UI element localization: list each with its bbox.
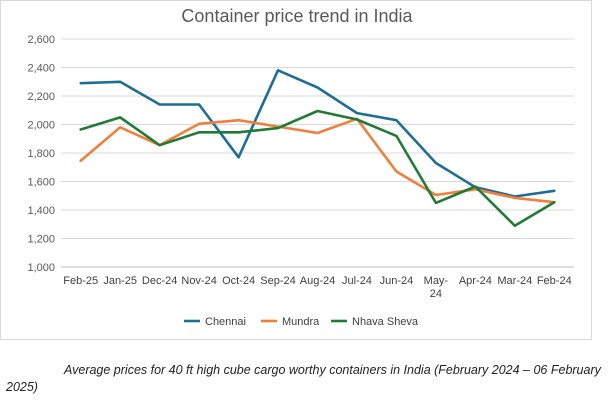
data-point	[356, 112, 358, 114]
y-tick-label: 2,600	[27, 34, 55, 46]
data-point	[474, 185, 476, 187]
data-point	[317, 110, 318, 112]
data-point	[474, 188, 476, 190]
data-point	[119, 116, 121, 118]
data-point	[238, 156, 240, 158]
data-point	[119, 81, 121, 83]
y-tick-label: 1,400	[27, 205, 55, 217]
data-point	[198, 104, 200, 106]
x-tick-label: May-	[424, 275, 449, 287]
data-point	[238, 131, 240, 133]
x-tick-label: Sep-24	[260, 275, 295, 287]
data-point	[435, 162, 437, 164]
x-tick-label: Jun-24	[380, 275, 414, 287]
chart-title: Container price trend in India	[181, 6, 413, 26]
data-point	[198, 131, 200, 133]
data-point	[80, 82, 82, 84]
data-point	[159, 144, 161, 146]
x-tick-label: Jan-25	[103, 275, 137, 287]
line-chart: Container price trend in India 1,000 1,20…	[27, 6, 574, 328]
x-tick-label: Feb-25	[63, 275, 98, 287]
x-tick-label: Dec-24	[142, 275, 177, 287]
legend-label: Chennai	[205, 316, 246, 328]
x-tick-label: Aug-24	[300, 275, 335, 287]
data-point	[553, 201, 555, 203]
y-tick-label: 2,000	[27, 120, 55, 132]
data-point	[514, 225, 516, 227]
data-point	[435, 194, 437, 196]
y-tick-label: 1,200	[27, 234, 55, 246]
series-line-nhava-sheva	[79, 109, 556, 227]
data-point	[277, 127, 279, 129]
legend: Chennai Mundra Nhava Sheva	[184, 316, 419, 328]
data-point	[238, 119, 240, 121]
y-tick-label: 1,800	[27, 148, 55, 160]
data-point	[435, 202, 437, 204]
y-tick-label: 2,400	[27, 63, 55, 75]
x-tick-label: Nov-24	[181, 275, 216, 287]
legend-label: Mundra	[282, 316, 320, 328]
data-point	[119, 126, 121, 128]
data-point	[277, 69, 279, 71]
data-point	[159, 104, 161, 106]
y-tick-label: 1,600	[27, 177, 55, 189]
chart-frame: Container price trend in India 1,000 1,20…	[0, 0, 592, 340]
data-point	[80, 128, 82, 130]
y-tick-label: 1,000	[27, 262, 55, 274]
data-point	[553, 190, 555, 192]
gridlines	[61, 38, 574, 268]
x-tick-label: Feb-24	[537, 275, 572, 287]
y-axis-ticks: 1,000 1,200 1,400 1,600 1,800 2,000 2,200 2,400…	[27, 34, 55, 274]
x-tick-label: Mar-24	[497, 275, 532, 287]
data-point	[317, 132, 318, 134]
y-tick-label: 2,200	[27, 91, 55, 103]
series-lines	[79, 69, 556, 227]
x-tick-label: Apr-24	[459, 275, 492, 287]
legend-label: Nhava Sheva	[352, 316, 419, 328]
x-tick-label: Jul-24	[342, 275, 372, 287]
data-point	[395, 171, 397, 173]
data-point	[395, 135, 397, 137]
data-point	[514, 197, 516, 199]
data-point	[198, 123, 200, 125]
x-axis-ticks: Feb-25 Jan-25 Dec-24 Nov-24 Oct-24 Sep-24 Aug-…	[63, 275, 571, 300]
x-tick-label: Oct-24	[222, 275, 255, 287]
data-point	[356, 119, 358, 121]
figure-caption: Average prices for 40 ft high cube cargo…	[6, 363, 601, 394]
x-tick-label: 24	[430, 288, 442, 300]
data-point	[395, 119, 397, 121]
data-point	[317, 86, 318, 88]
data-point	[80, 160, 82, 162]
